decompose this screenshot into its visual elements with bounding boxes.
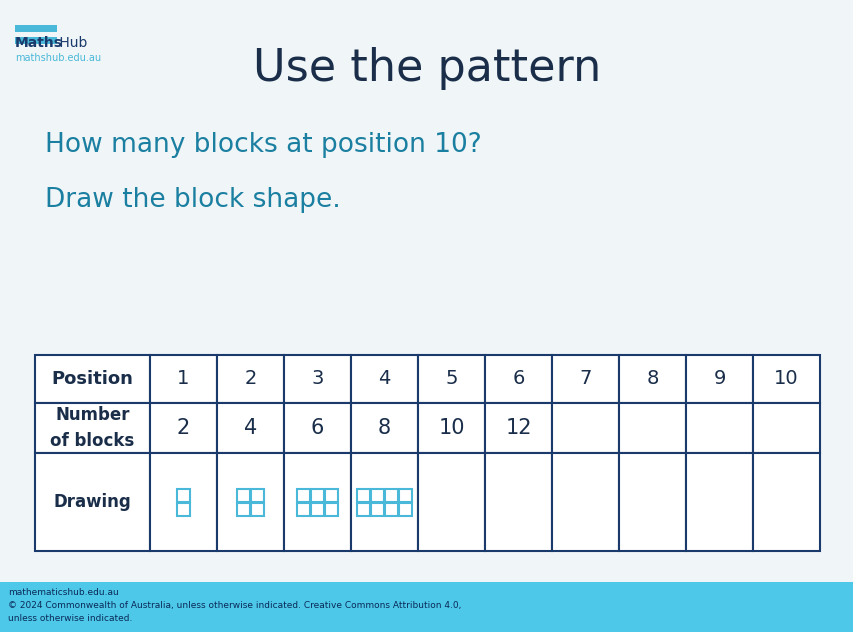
Bar <box>398 489 411 502</box>
Bar <box>551 355 618 403</box>
Bar <box>370 502 384 516</box>
Bar <box>485 355 551 403</box>
Bar <box>417 453 485 551</box>
Bar <box>752 355 819 403</box>
Bar <box>297 489 310 502</box>
Bar <box>385 489 397 502</box>
Text: 8: 8 <box>378 418 391 438</box>
Text: 3: 3 <box>311 370 323 389</box>
Bar <box>217 355 284 403</box>
Text: 10: 10 <box>438 418 464 438</box>
Bar <box>618 403 685 453</box>
Bar <box>150 355 217 403</box>
Bar <box>551 453 618 551</box>
Bar <box>35 403 150 453</box>
Bar <box>385 502 397 516</box>
Bar <box>752 453 819 551</box>
Bar <box>685 403 752 453</box>
Bar <box>485 453 551 551</box>
Text: Hub: Hub <box>55 36 87 50</box>
Text: 10: 10 <box>774 370 798 389</box>
Bar <box>237 489 250 502</box>
Bar <box>177 489 189 502</box>
Text: 1: 1 <box>177 370 189 389</box>
Text: 6: 6 <box>310 418 324 438</box>
Text: 4: 4 <box>378 370 390 389</box>
Bar <box>251 502 264 516</box>
Bar <box>618 453 685 551</box>
Text: Use the pattern: Use the pattern <box>252 47 601 90</box>
Bar <box>251 489 264 502</box>
Text: 9: 9 <box>712 370 725 389</box>
Bar <box>35 355 150 403</box>
Text: mathshub.edu.au: mathshub.edu.au <box>15 53 101 63</box>
Bar <box>297 502 310 516</box>
Bar <box>398 502 411 516</box>
Bar <box>417 355 485 403</box>
Bar <box>325 489 338 502</box>
Bar <box>150 453 217 551</box>
Text: mathematicshub.edu.au
© 2024 Commonwealth of Australia, unless otherwise indicat: mathematicshub.edu.au © 2024 Commonwealt… <box>8 588 461 623</box>
Text: 2: 2 <box>177 418 190 438</box>
Bar <box>351 355 417 403</box>
Text: How many blocks at position 10?: How many blocks at position 10? <box>45 132 481 158</box>
Text: 4: 4 <box>244 418 257 438</box>
Text: 2: 2 <box>244 370 257 389</box>
Bar <box>357 502 369 516</box>
Bar <box>15 37 57 44</box>
Text: Number
of blocks: Number of blocks <box>50 406 135 449</box>
Bar <box>35 453 150 551</box>
Bar <box>0 582 853 632</box>
Bar <box>351 403 417 453</box>
Bar <box>310 502 323 516</box>
Text: 8: 8 <box>646 370 658 389</box>
Text: 7: 7 <box>578 370 591 389</box>
Bar <box>752 403 819 453</box>
Text: 12: 12 <box>505 418 531 438</box>
Text: Draw the block shape.: Draw the block shape. <box>45 187 340 213</box>
Text: Drawing: Drawing <box>54 493 131 511</box>
Bar <box>485 403 551 453</box>
Text: Maths: Maths <box>15 36 63 50</box>
Bar <box>618 355 685 403</box>
Text: 6: 6 <box>512 370 524 389</box>
Bar <box>284 355 351 403</box>
Bar <box>217 453 284 551</box>
Text: Position: Position <box>51 370 133 388</box>
Bar <box>217 403 284 453</box>
Bar <box>370 489 384 502</box>
Bar <box>284 403 351 453</box>
Bar <box>237 502 250 516</box>
Bar <box>417 403 485 453</box>
Bar <box>177 502 189 516</box>
Bar <box>351 453 417 551</box>
Text: 5: 5 <box>444 370 457 389</box>
Bar <box>685 355 752 403</box>
Bar <box>325 502 338 516</box>
Bar <box>685 453 752 551</box>
Bar <box>357 489 369 502</box>
Bar <box>310 489 323 502</box>
Bar <box>15 25 57 32</box>
Bar <box>284 453 351 551</box>
Bar <box>551 403 618 453</box>
Bar <box>150 403 217 453</box>
